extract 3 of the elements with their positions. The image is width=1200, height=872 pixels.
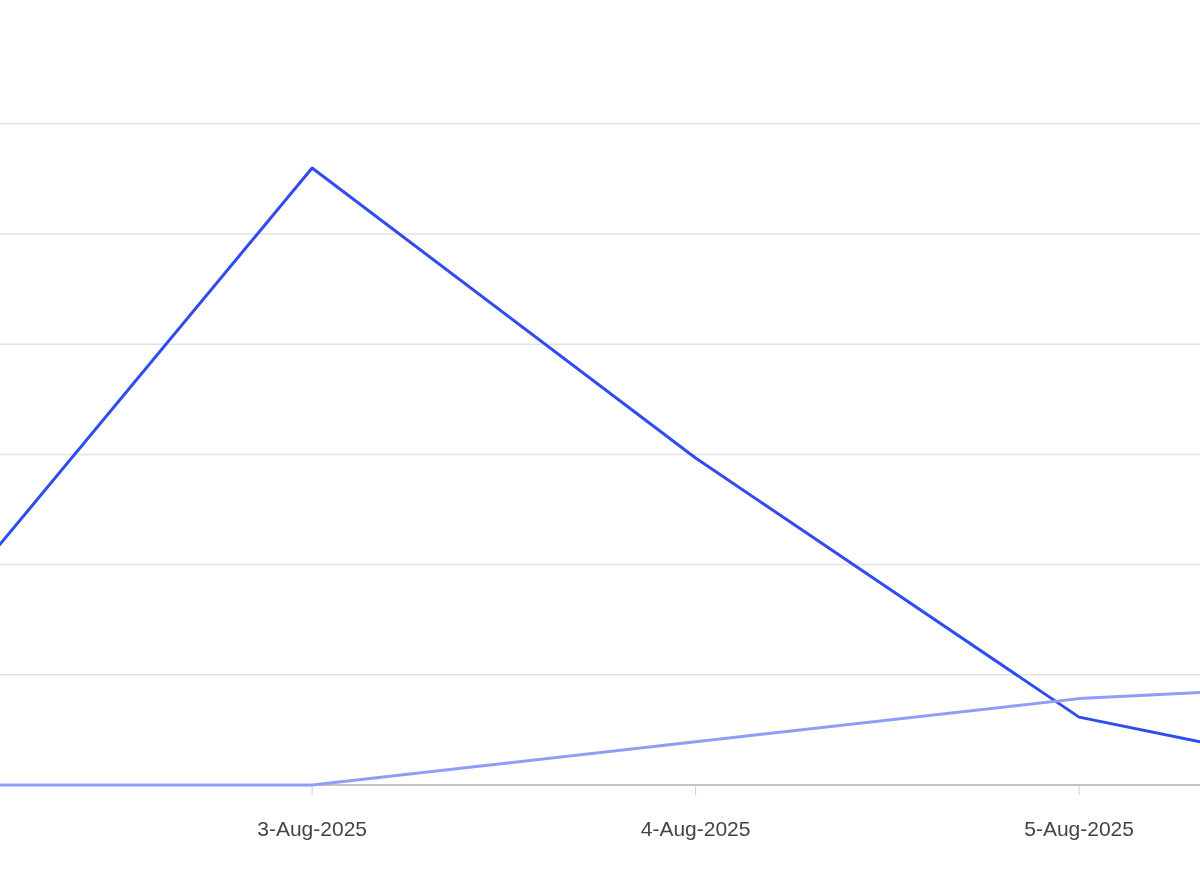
x-tick-label: 3-Aug-2025	[257, 817, 367, 840]
x-tick-label: 4-Aug-2025	[640, 817, 751, 840]
x-tick-label: 5-Aug-2025	[1024, 817, 1134, 840]
